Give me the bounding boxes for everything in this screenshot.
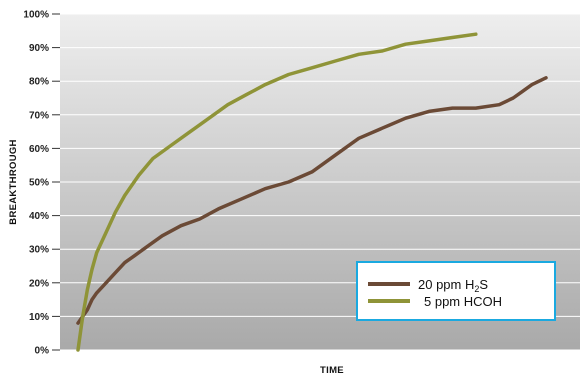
- y-tick-label: 60%: [29, 144, 49, 155]
- x-axis-title: TIME: [320, 365, 344, 376]
- series-lines: [76, 32, 548, 352]
- y-tick-label: 20%: [29, 278, 49, 289]
- legend-box: [356, 261, 556, 321]
- y-tick-label: 0%: [35, 346, 50, 357]
- legend-label-h2s: 20 ppm H2S: [418, 277, 488, 294]
- y-tick-label: 100%: [23, 10, 49, 21]
- y-tick-label: 40%: [29, 211, 49, 222]
- legend-label-hcoh: 5 ppm HCOH: [424, 294, 502, 309]
- y-axis-title: BREAKTHROUGH: [8, 139, 19, 224]
- series-line-hcoh: [76, 32, 478, 352]
- y-axis-ticks: 100% 90% 80% 70% 60% 50% 40% 30% 20% 10% 0%: [23, 10, 60, 357]
- legend: 20 ppm H2S 5 ppm HCOH: [356, 261, 556, 321]
- y-tick-label: 90%: [29, 43, 49, 54]
- y-tick-label: 10%: [29, 312, 49, 323]
- series-line-h2s: [76, 76, 548, 325]
- y-tick-label: 50%: [29, 178, 49, 189]
- y-tick-label: 70%: [29, 110, 49, 121]
- y-tick-label: 80%: [29, 77, 49, 88]
- y-tick-label: 30%: [29, 245, 49, 256]
